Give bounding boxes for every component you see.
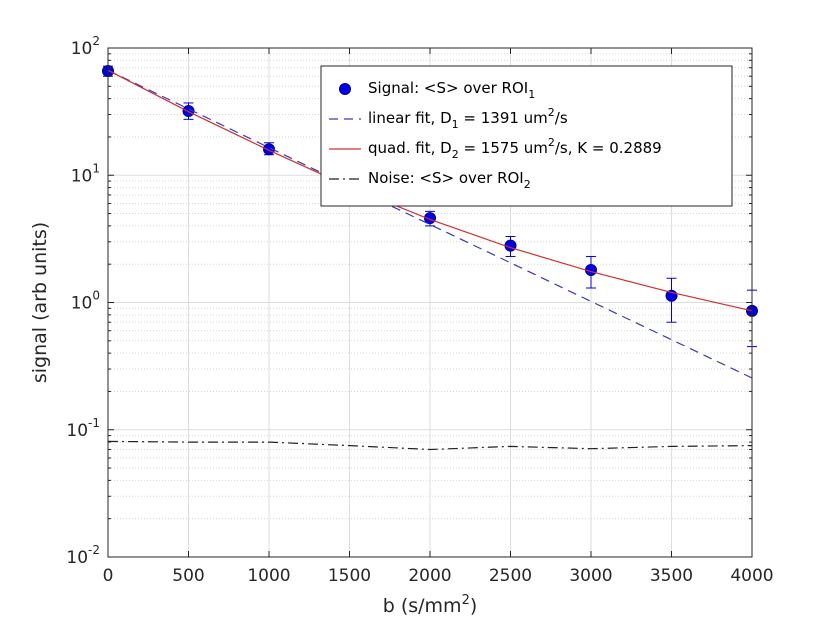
x-axis-label: b (s/mm2) xyxy=(383,593,478,617)
x-tick-label: 3500 xyxy=(650,566,693,586)
legend-marker-signal xyxy=(339,83,351,95)
legend: Signal: <S> over ROI1 linear fit, D1 = 13… xyxy=(320,65,733,207)
series-noise xyxy=(107,440,753,451)
y-tick-label: 10-2 xyxy=(66,543,100,568)
ticks: 0 500 1000 1500 2000 2500 3000 3500 4000 102 101 10… xyxy=(66,34,773,586)
y-tick-label: 102 xyxy=(71,34,100,59)
data-point xyxy=(504,239,517,252)
legend-box xyxy=(320,65,733,207)
noise-line xyxy=(107,440,753,451)
legend-label-linear-fit: linear fit, D1 = 1391 um2/s xyxy=(368,106,568,131)
legend-label-noise: Noise: <S> over ROI2 xyxy=(368,169,531,191)
series-quad-fit xyxy=(107,69,753,312)
y-tick-label: 101 xyxy=(71,161,100,186)
legend-label-quad-fit: quad. fit, D2 = 1575 um2/s, K = 0.2889 xyxy=(368,136,662,161)
x-tick-label: 0 xyxy=(103,566,114,586)
y-tick-label: 100 xyxy=(71,289,100,314)
quad-fit-line xyxy=(107,69,753,312)
legend-label-signal: Signal: <S> over ROI1 xyxy=(368,79,535,101)
x-tick-label: 2500 xyxy=(489,566,532,586)
x-tick-label: 4000 xyxy=(730,566,773,586)
x-tick-label: 2000 xyxy=(408,566,451,586)
x-tick-label: 3000 xyxy=(569,566,612,586)
y-tick-label: 10-1 xyxy=(66,416,100,441)
x-tick-label: 500 xyxy=(172,566,204,586)
x-tick-label: 1500 xyxy=(328,566,371,586)
y-axis-label: signal (arb units) xyxy=(29,222,51,383)
x-tick-label: 1000 xyxy=(247,566,290,586)
axis-labels: b (s/mm2) signal (arb units) xyxy=(29,222,477,617)
